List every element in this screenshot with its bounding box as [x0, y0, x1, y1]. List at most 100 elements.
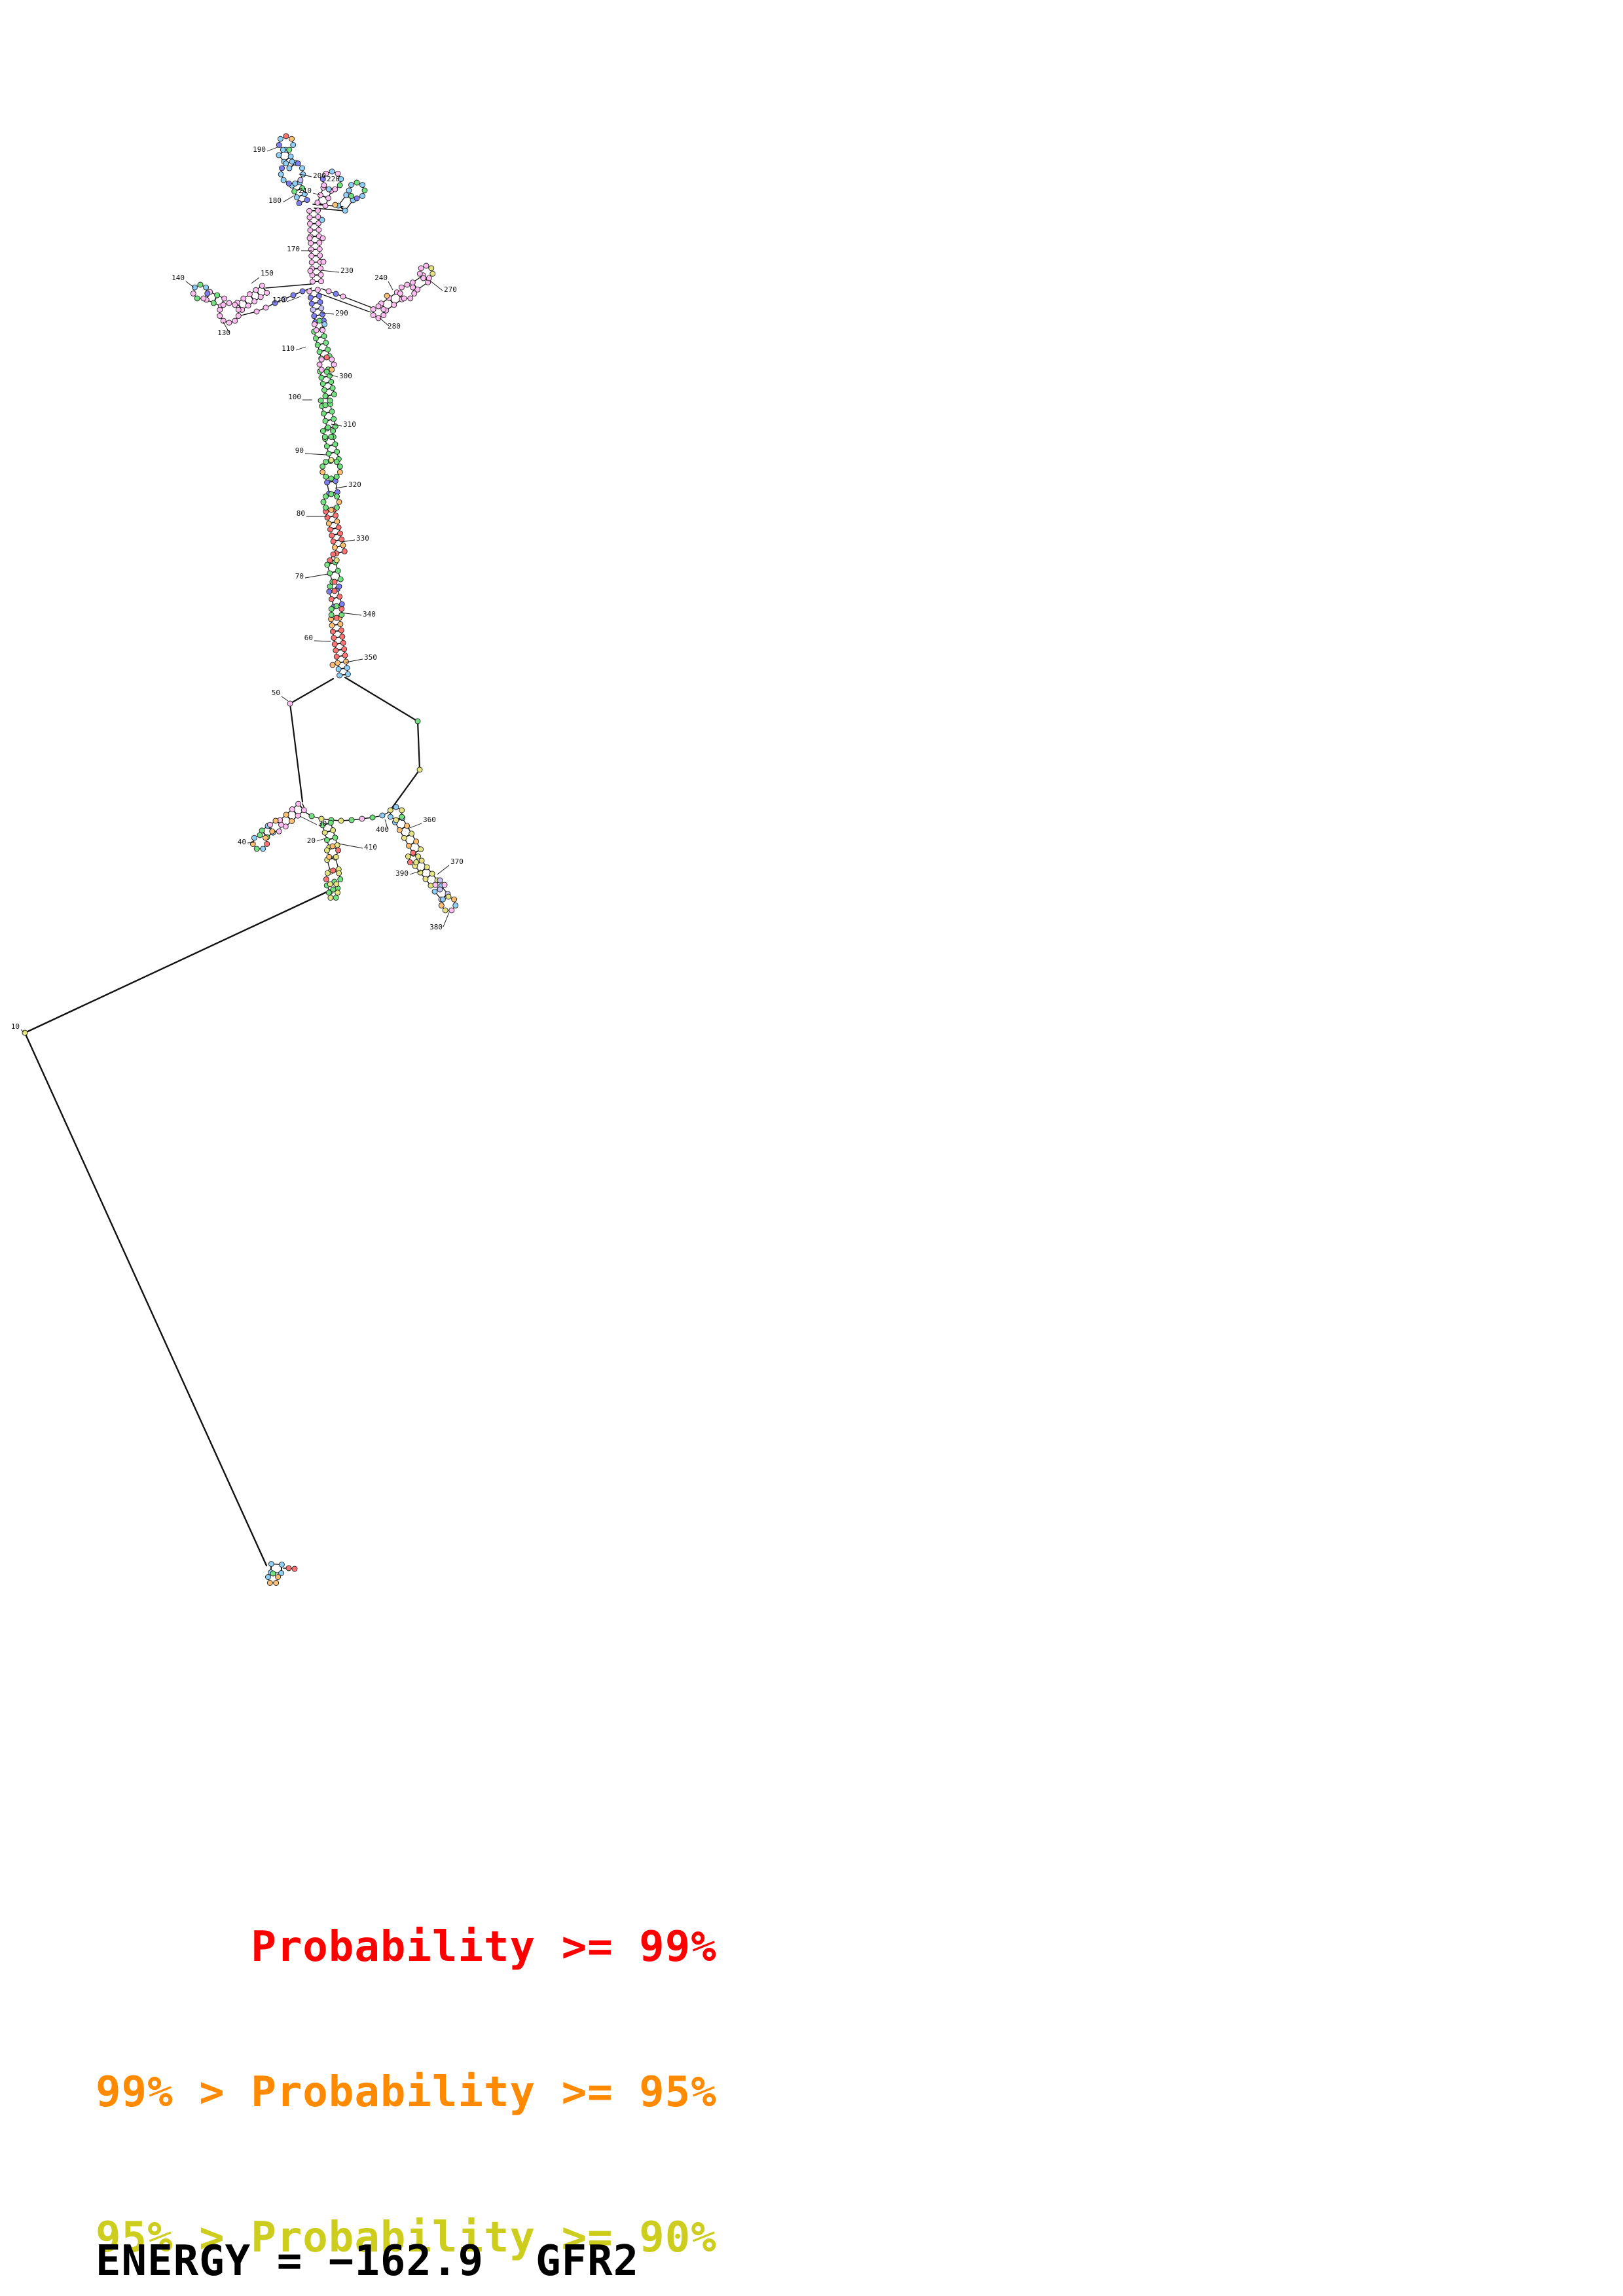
nucleotide-dot [333, 647, 339, 654]
nucleotide-dot [334, 448, 340, 455]
loop [328, 603, 345, 621]
nucleotide-dot [308, 813, 315, 819]
nucleotide-dot [317, 192, 323, 198]
nucleotide-dot [266, 1580, 273, 1586]
nucleotide-dot [354, 195, 360, 202]
label-leader-line [282, 195, 295, 203]
nucleotide-dot [325, 346, 331, 353]
loop [190, 281, 211, 302]
nucleotide-dot [290, 141, 297, 148]
nucleotide-dot [280, 147, 286, 153]
nucleotide-dot [328, 379, 335, 385]
nucleotide-dot [325, 520, 332, 527]
nucleotide-dot [327, 397, 333, 404]
nucleotide-dot [210, 300, 217, 306]
nucleotide-dot [319, 235, 326, 242]
nucleotide-dot [328, 434, 335, 440]
residue-number-label: 90 [295, 446, 327, 456]
label-leader-line [379, 317, 390, 327]
residue-number-label: 410 [338, 843, 377, 852]
residue-number-label: 400 [376, 819, 389, 834]
helix [234, 283, 270, 313]
nucleotide-dot [321, 829, 328, 836]
nucleotide-dot [326, 853, 333, 860]
helix [319, 819, 340, 851]
label-leader-line [338, 843, 363, 849]
nucleotide-dot [283, 133, 289, 139]
nucleotide-dot [335, 524, 342, 531]
nucleotide-dot [332, 202, 338, 208]
nucleotide-dot [428, 882, 434, 889]
backbone-line [24, 889, 331, 1034]
nucleotide-dot [253, 308, 260, 315]
nucleotide-dot [269, 828, 276, 834]
nucleotide-dot [278, 821, 285, 828]
nucleotide-dot [308, 253, 315, 259]
svg-text:210: 210 [299, 187, 312, 195]
nucleotide-dot [273, 1580, 280, 1586]
residue-number-label: 140 [172, 274, 194, 288]
nucleotide-dot [407, 859, 413, 865]
nucleotide-dot [306, 235, 313, 242]
label-leader-line [304, 453, 327, 456]
nucleotide-dot [278, 171, 284, 177]
nucleotide-dot [214, 292, 221, 298]
nucleotide-dot [319, 311, 326, 317]
nucleotide-dot [329, 622, 335, 628]
nucleotide-dot [429, 870, 435, 877]
nucleotide-dot [319, 381, 326, 387]
nucleotide-dot [318, 305, 325, 312]
nucleotide-dot [331, 641, 338, 647]
nucleotide-dot [359, 816, 365, 822]
svg-text:360: 360 [423, 816, 436, 824]
svg-text:410: 410 [364, 843, 377, 852]
nucleotide-dot [277, 135, 283, 142]
nucleotide-dot [240, 295, 247, 302]
nucleotide-dot [282, 823, 289, 830]
nucleotide-dot [334, 842, 340, 848]
nucleotide-dot [287, 153, 294, 160]
nucleotide-dot [297, 177, 304, 183]
nucleotide-dot [299, 288, 306, 295]
label-leader-line [437, 865, 450, 875]
nucleotide-dot [334, 518, 340, 525]
svg-text:40: 40 [238, 838, 246, 846]
nucleotide-dot [409, 279, 416, 286]
nucleotide-dot [260, 846, 266, 852]
svg-text:300: 300 [339, 372, 352, 380]
backbone-line [24, 1031, 268, 1567]
nucleotide-dot [327, 372, 333, 379]
nucleotide-dot [325, 450, 332, 457]
nucleotide-dot [308, 246, 314, 253]
residue-number-label: 40 [238, 838, 255, 846]
residue-number-label: 190 [253, 145, 278, 154]
nucleotide-dot [278, 1562, 285, 1568]
nucleotide-dot [401, 295, 407, 302]
nucleotide-dot [318, 265, 324, 272]
nucleotide-dot [333, 653, 340, 660]
nucleotide-dot [286, 165, 293, 171]
nucleotide-dot [418, 265, 424, 272]
label-leader-line [286, 296, 301, 302]
nucleotide-dot [333, 557, 340, 564]
loop [432, 877, 448, 893]
nucleotide-dot [246, 291, 253, 298]
label-leader-line [321, 312, 335, 315]
nucleotide-dot [437, 886, 443, 893]
nucleotide-dot [335, 170, 341, 177]
nucleotide-dot [341, 548, 348, 554]
nucleotide-dot [296, 200, 302, 206]
helix [323, 506, 348, 557]
label-leader-line [345, 658, 363, 663]
residue-number-label: 360 [407, 816, 436, 829]
ss-chain [321, 288, 373, 308]
loop [416, 262, 436, 281]
nucleotide-dot [323, 443, 330, 450]
nucleotide-dot [327, 819, 334, 826]
nucleotide-dot [410, 850, 416, 856]
svg-text:180: 180 [268, 196, 282, 205]
residue-number-label: 60 [304, 634, 331, 642]
nucleotide-dot [266, 821, 273, 828]
svg-text:290: 290 [335, 309, 348, 317]
nucleotide-dot [359, 182, 365, 188]
